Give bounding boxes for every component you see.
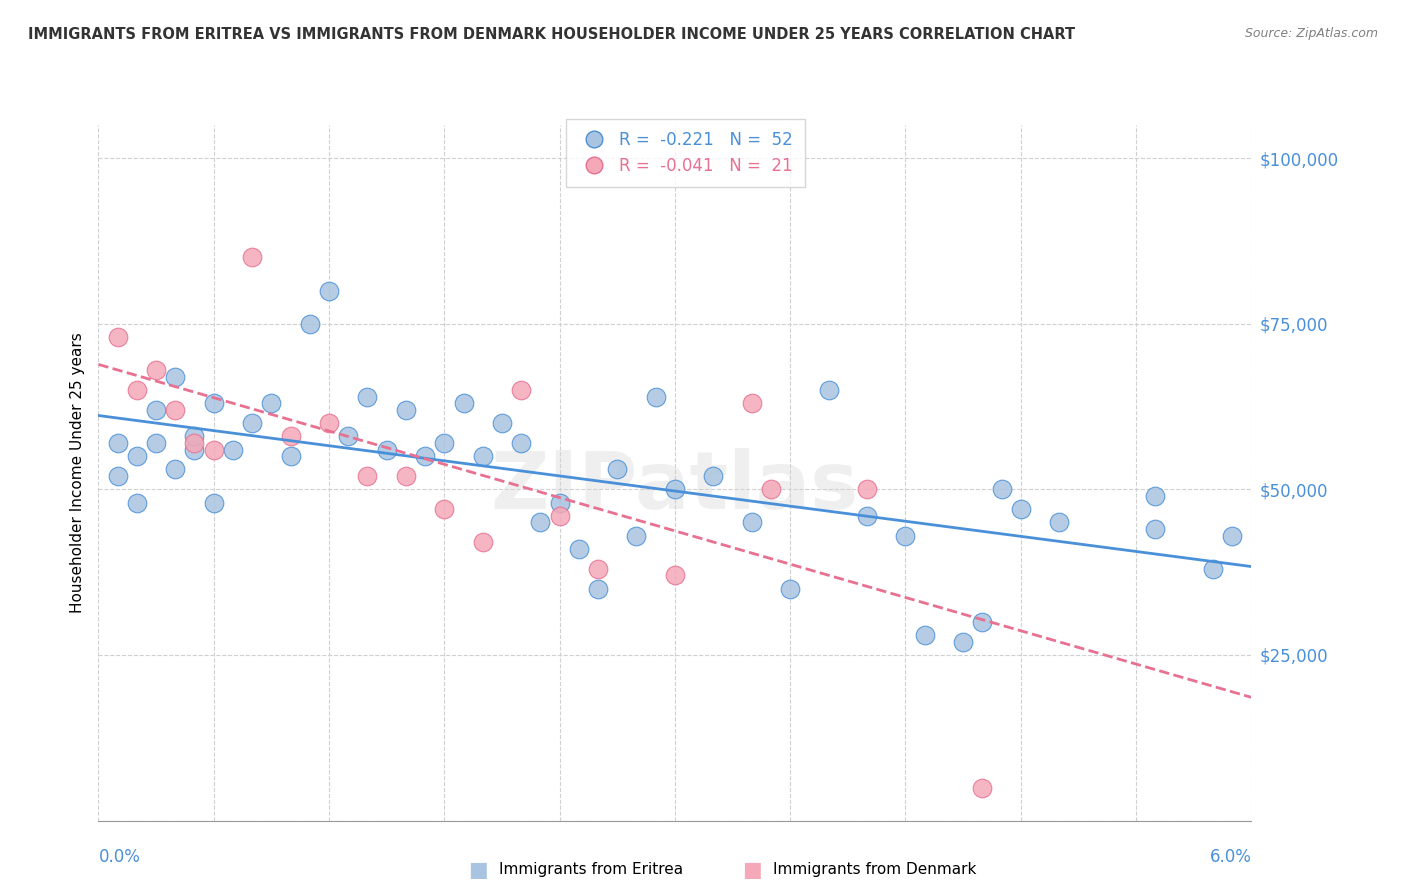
Point [107,436,129,450]
Point [356,469,378,483]
Point [222,442,245,457]
Point [413,449,436,463]
Point [471,449,494,463]
Point [510,383,533,397]
Point [165,369,187,384]
Point [759,483,782,497]
Point [586,582,609,596]
Point [817,383,839,397]
Legend: R =  -0.221   N =  52, R =  -0.041   N =  21: R = -0.221 N = 52, R = -0.041 N = 21 [567,120,804,187]
Text: ZIPatlas: ZIPatlas [491,448,859,525]
Point [125,449,148,463]
Point [894,529,917,543]
Text: ■: ■ [468,860,488,880]
Text: IMMIGRANTS FROM ERITREA VS IMMIGRANTS FROM DENMARK HOUSEHOLDER INCOME UNDER 25 Y: IMMIGRANTS FROM ERITREA VS IMMIGRANTS FR… [28,27,1076,42]
Point [183,442,205,457]
Point [356,390,378,404]
Point [125,495,148,509]
Point [1144,489,1167,503]
Point [433,436,456,450]
Point [107,330,129,344]
Point [702,469,724,483]
Point [1047,516,1070,530]
Text: 6.0%: 6.0% [1209,848,1251,866]
Point [433,502,456,516]
Point [1202,562,1225,576]
Point [471,535,494,549]
Point [145,436,167,450]
Point [491,416,513,430]
Point [318,284,340,298]
Point [972,780,994,795]
Point [298,317,321,331]
Point [375,442,398,457]
Point [741,396,763,410]
Point [183,436,205,450]
Point [145,402,167,417]
Point [548,508,571,523]
Point [972,615,994,629]
Point [548,495,571,509]
Point [779,582,801,596]
Point [107,469,129,483]
Text: 0.0%: 0.0% [98,848,141,866]
Point [1144,522,1167,536]
Y-axis label: Householder Income Under 25 years: Householder Income Under 25 years [69,333,84,613]
Point [165,462,187,476]
Point [644,390,666,404]
Point [202,396,225,410]
Point [125,383,148,397]
Point [664,568,686,582]
Point [240,251,263,265]
Point [240,416,263,430]
Text: Immigrants from Denmark: Immigrants from Denmark [773,863,977,877]
Point [510,436,533,450]
Point [337,429,360,443]
Text: Source: ZipAtlas.com: Source: ZipAtlas.com [1244,27,1378,40]
Point [990,483,1012,497]
Point [260,396,283,410]
Point [202,495,225,509]
Point [586,562,609,576]
Point [453,396,475,410]
Point [318,416,340,430]
Point [568,541,591,556]
Point [395,402,418,417]
Point [145,363,167,377]
Point [1010,502,1032,516]
Point [741,516,763,530]
Point [280,429,302,443]
Point [202,442,225,457]
Point [856,508,879,523]
Text: ■: ■ [742,860,762,880]
Point [606,462,628,476]
Point [952,634,974,648]
Point [914,628,936,642]
Point [183,429,205,443]
Point [280,449,302,463]
Point [1220,529,1243,543]
Point [165,402,187,417]
Point [626,529,648,543]
Text: Immigrants from Eritrea: Immigrants from Eritrea [499,863,683,877]
Point [856,483,879,497]
Point [664,483,686,497]
Point [395,469,418,483]
Point [529,516,551,530]
